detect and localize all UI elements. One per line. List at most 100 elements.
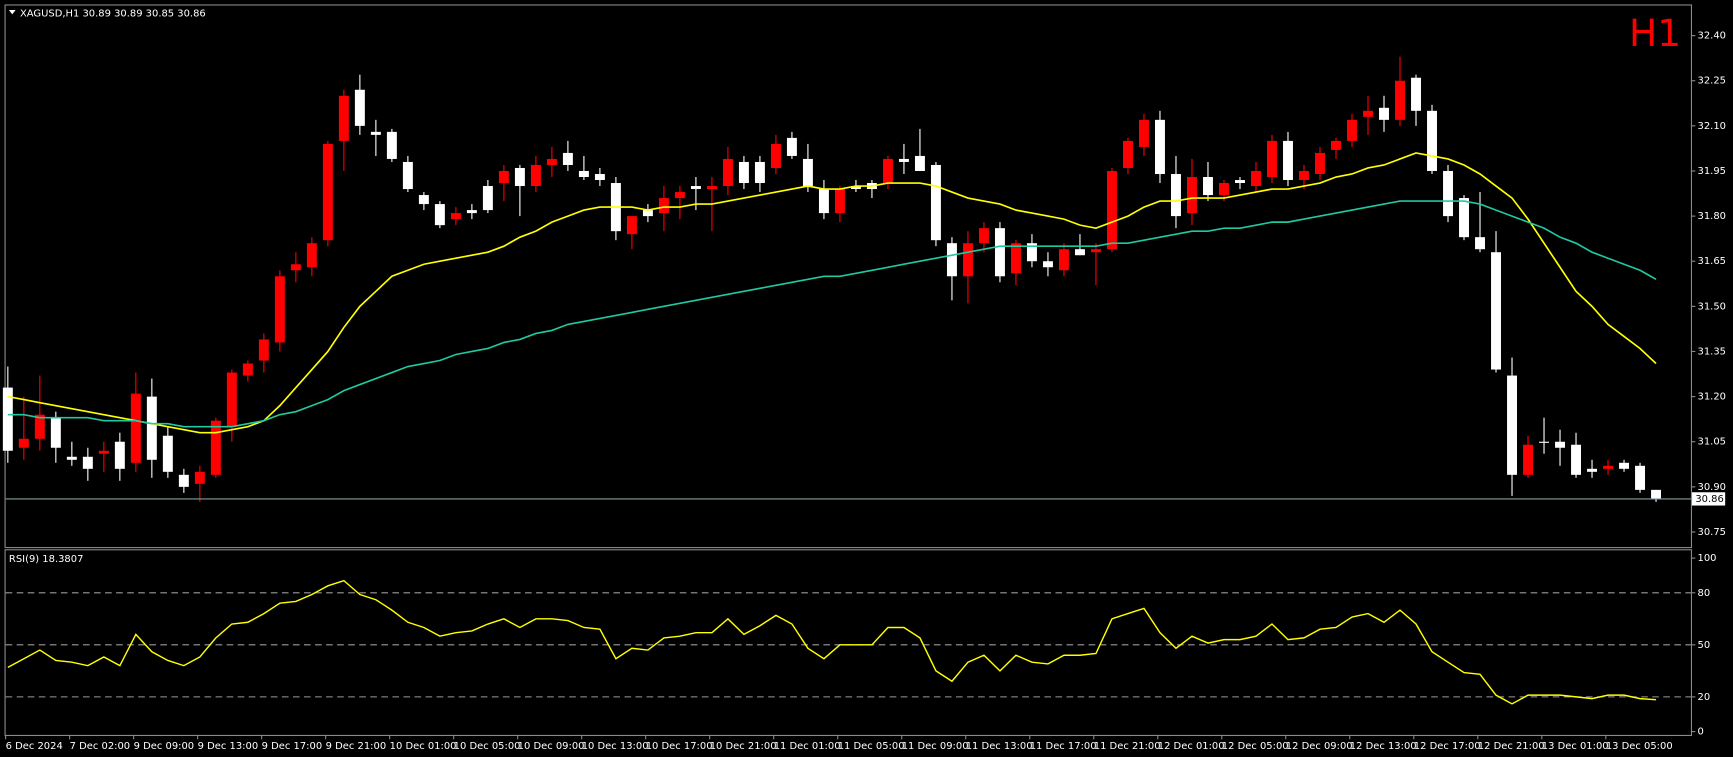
candle-body — [722, 158, 733, 187]
x-tick-label: 12 Dec 05:00 — [1222, 741, 1289, 752]
candle-body — [306, 243, 317, 268]
candle-body — [1299, 170, 1309, 181]
candle-body — [482, 186, 493, 211]
candle-body — [514, 167, 525, 187]
x-tick-label: 10 Dec 09:00 — [518, 741, 585, 752]
candle-body — [1331, 140, 1341, 150]
candle-body — [1090, 249, 1101, 253]
candle-body — [674, 192, 685, 199]
y-tick-label: 0 — [1698, 727, 1704, 738]
y-tick-label: 31.50 — [1698, 301, 1726, 312]
y-tick-label: 30.75 — [1698, 527, 1726, 538]
x-tick-label: 12 Dec 21:00 — [1478, 741, 1545, 752]
candle-body — [546, 158, 557, 165]
candle-body — [562, 152, 573, 165]
y-tick-label: 50 — [1698, 640, 1711, 651]
candle-body — [1603, 465, 1614, 469]
x-tick-label: 13 Dec 05:00 — [1606, 741, 1673, 752]
candle-body — [1587, 468, 1597, 472]
y-tick-label: 31.80 — [1698, 211, 1726, 222]
candle-body — [786, 137, 797, 156]
last-price-label: 30.86 — [1695, 494, 1723, 505]
y-tick-label: 20 — [1698, 692, 1711, 703]
candle-body — [466, 210, 477, 214]
x-tick-label: 9 Dec 17:00 — [262, 741, 323, 752]
candle-body — [178, 474, 189, 487]
x-tick-label: 11 Dec 01:00 — [774, 741, 841, 752]
candle-body — [1187, 177, 1197, 214]
candle-body — [162, 435, 173, 472]
candle-body — [1427, 110, 1437, 171]
candle-body — [114, 441, 125, 469]
candle-body — [322, 143, 333, 241]
candle-body — [738, 161, 749, 184]
candle-body — [994, 228, 1005, 277]
y-tick-label: 32.25 — [1698, 76, 1726, 87]
candle-body — [1523, 444, 1533, 475]
candle-body — [1138, 119, 1149, 147]
candle-body — [274, 276, 285, 343]
x-tick-label: 10 Dec 21:00 — [710, 741, 777, 752]
x-tick-label: 11 Dec 13:00 — [966, 741, 1033, 752]
candle-body — [194, 471, 205, 484]
candle-body — [1651, 489, 1662, 499]
candle-body — [914, 155, 925, 171]
candle-body — [1122, 140, 1133, 168]
candle-body — [2, 387, 13, 451]
candle-body — [210, 420, 221, 475]
candle-body — [1058, 249, 1069, 271]
candle-body — [1155, 119, 1165, 174]
candle-body — [338, 95, 349, 141]
candle-body — [1219, 183, 1229, 196]
rsi-title: RSI(9) 18.3807 — [9, 554, 83, 565]
candle-body — [1171, 173, 1181, 217]
candle-body — [146, 396, 157, 460]
candle-body — [898, 158, 909, 162]
moving-average — [7, 200, 1657, 428]
candle-body — [226, 372, 237, 427]
candle-body — [834, 189, 845, 214]
candle-body — [594, 173, 605, 181]
candle-body — [930, 164, 941, 241]
y-tick-label: 31.95 — [1698, 166, 1726, 177]
candle-body — [450, 213, 461, 220]
y-tick-label: 31.65 — [1698, 256, 1726, 267]
candle-body — [978, 228, 989, 244]
price-panel — [4, 4, 1693, 549]
candle-body — [1571, 444, 1581, 475]
candle-body — [642, 210, 653, 217]
candle-body — [354, 89, 365, 126]
candle-body — [770, 143, 781, 168]
candle-body — [882, 158, 893, 184]
candle-body — [706, 186, 717, 190]
candle-body — [626, 216, 637, 235]
menu-icon — [8, 9, 16, 15]
candle-body — [754, 161, 765, 184]
candle-body — [290, 264, 301, 271]
candle-body — [1619, 462, 1630, 469]
candle-body — [1074, 249, 1085, 256]
candle-body — [402, 161, 413, 190]
x-tick-label: 13 Dec 01:00 — [1542, 741, 1609, 752]
candle-body — [1203, 177, 1213, 196]
moving-average — [7, 152, 1657, 434]
plot-layer: 32.40 32.25 32.10 31.95 31.80 31.65 31.50 31.35… — [2, 31, 1726, 752]
timeframe-label: H1 — [1629, 11, 1681, 55]
candle-body — [578, 170, 589, 178]
x-tick-label: 6 Dec 2024 — [6, 741, 63, 752]
x-tick-label: 11 Dec 17:00 — [1030, 741, 1097, 752]
y-tick-label: 80 — [1698, 588, 1711, 599]
candle-body — [962, 243, 973, 277]
candle-body — [258, 339, 269, 361]
x-tick-label: 12 Dec 09:00 — [1286, 741, 1353, 752]
candle-body — [530, 164, 541, 187]
x-tick-label: 11 Dec 05:00 — [838, 741, 905, 752]
candle-body — [34, 414, 45, 439]
candle-body — [946, 243, 957, 277]
candle-body — [1106, 170, 1117, 250]
candle-body — [1283, 140, 1293, 181]
candle-body — [82, 456, 93, 469]
